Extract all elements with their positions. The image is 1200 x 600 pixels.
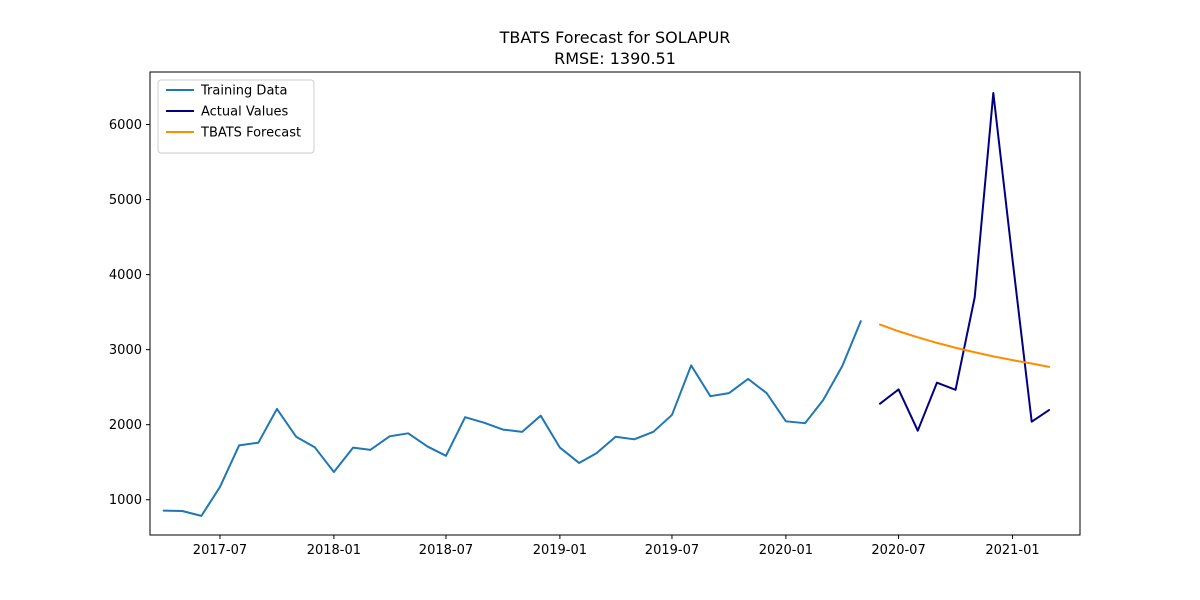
x-tick-label: 2019-01 <box>533 543 587 558</box>
x-tick-label: 2018-01 <box>307 543 361 558</box>
x-tick-label: 2017-07 <box>193 543 247 558</box>
y-tick-label: 2000 <box>109 418 142 433</box>
series-line-0 <box>162 320 862 517</box>
legend: Training Data Actual Values TBATS Forecast <box>157 79 315 154</box>
plot-frame <box>149 71 1081 536</box>
legend-label-1: Actual Values <box>201 105 289 120</box>
legend-label-0: Training Data <box>200 84 287 99</box>
y-tick-label: 4000 <box>109 268 142 283</box>
series-line-2 <box>879 323 1051 368</box>
y-tick-label: 5000 <box>109 193 142 208</box>
chart-title: TBATS Forecast for SOLAPUR <box>499 28 731 47</box>
chart-subtitle: RMSE: 1390.51 <box>554 49 676 68</box>
x-axis: 2017-07 2018-01 2018-07 2019-01 2019-07 2020-… <box>193 535 1040 558</box>
x-tick-label: 2020-01 <box>759 543 813 558</box>
series-line-1 <box>879 92 1051 432</box>
x-tick-label: 2021-01 <box>985 543 1039 558</box>
legend-box <box>157 79 315 154</box>
y-tick-label: 6000 <box>109 118 142 133</box>
legend-label-2: TBATS Forecast <box>200 126 301 141</box>
y-tick-label: 1000 <box>109 493 142 508</box>
x-tick-label: 2019-07 <box>645 543 699 558</box>
y-axis: 1000 2000 3000 4000 5000 6000 <box>109 118 150 508</box>
x-tick-label: 2020-07 <box>871 543 925 558</box>
x-tick-label: 2018-07 <box>419 543 473 558</box>
series-layer <box>162 92 1051 517</box>
y-tick-label: 3000 <box>109 343 142 358</box>
